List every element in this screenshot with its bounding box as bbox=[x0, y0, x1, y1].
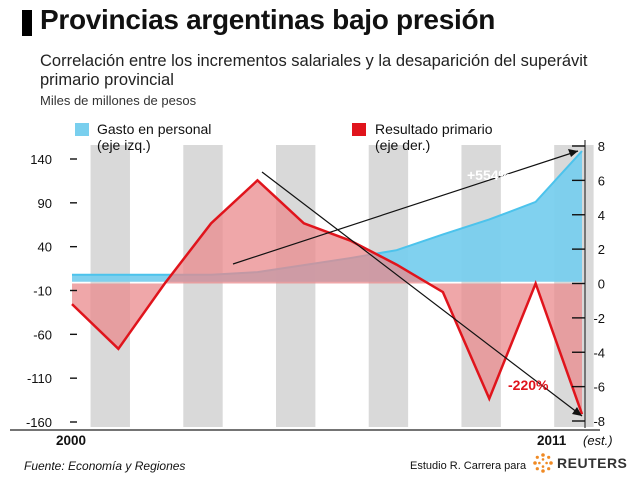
credit-note: Estudio R. Carrera para bbox=[410, 460, 527, 472]
right-axis-label: -4 bbox=[593, 345, 605, 360]
chart-subtitle: Correlación entre los incrementos salari… bbox=[40, 52, 588, 89]
background-stripe bbox=[368, 145, 409, 427]
right-axis-label: 6 bbox=[598, 173, 605, 188]
legend-swatch-gasto bbox=[75, 123, 89, 136]
annotation-resultado-drop: -220% bbox=[508, 377, 549, 393]
trend-arrow-gasto bbox=[232, 150, 579, 265]
left-axis-label: -60 bbox=[33, 327, 52, 342]
legend-label-resultado: Resultado primario bbox=[375, 121, 493, 137]
left-axis-label: -10 bbox=[33, 284, 52, 299]
background-stripe bbox=[183, 145, 223, 427]
legend-note-gasto: (eje izq.) bbox=[97, 137, 151, 153]
legend-note-resultado: (eje der.) bbox=[375, 137, 430, 153]
legend-swatch-resultado bbox=[352, 123, 366, 136]
left-axis-label: -160 bbox=[26, 415, 52, 430]
title-accent-bar bbox=[22, 10, 32, 36]
trend-arrowhead-resultado bbox=[572, 407, 582, 416]
x-tick-label: 2000 bbox=[56, 433, 86, 448]
right-axis-label: 8 bbox=[598, 139, 605, 154]
resultado-line bbox=[71, 178, 584, 415]
legend-label-gasto: Gasto en personal bbox=[97, 121, 211, 137]
right-axis-label: -2 bbox=[593, 311, 605, 326]
trend-arrowhead-gasto bbox=[568, 149, 578, 157]
right-axis-label: 0 bbox=[598, 277, 605, 292]
reuters-logo-icon bbox=[533, 453, 553, 473]
left-axis-label: 140 bbox=[30, 152, 52, 167]
left-axis-label: -110 bbox=[27, 371, 52, 386]
annotation-gasto-growth: +554% bbox=[467, 167, 512, 183]
units-label: Miles de millones de pesos bbox=[40, 93, 197, 108]
gasto-area bbox=[72, 151, 582, 282]
right-axis-label: -8 bbox=[593, 414, 605, 429]
reuters-wordmark: REUTERS bbox=[557, 455, 628, 471]
trend-arrow-resultado bbox=[261, 171, 583, 417]
right-axis-label: 4 bbox=[598, 208, 605, 223]
left-axis-label: 90 bbox=[38, 196, 52, 211]
x-tick-label: 2011 bbox=[537, 433, 567, 448]
right-axis-label: 2 bbox=[598, 242, 605, 257]
title-bar: Provincias argentinas bajo presión bbox=[0, 0, 640, 40]
right-axis-label: -6 bbox=[593, 380, 605, 395]
background-stripe bbox=[276, 145, 316, 427]
x-end-note: (est.) bbox=[583, 433, 613, 448]
source-note: Fuente: Economía y Regiones bbox=[24, 459, 186, 473]
reuters-logo: REUTERS bbox=[532, 452, 627, 474]
left-axis-label: 40 bbox=[38, 240, 52, 255]
page-title: Provincias argentinas bajo presión bbox=[40, 4, 496, 35]
